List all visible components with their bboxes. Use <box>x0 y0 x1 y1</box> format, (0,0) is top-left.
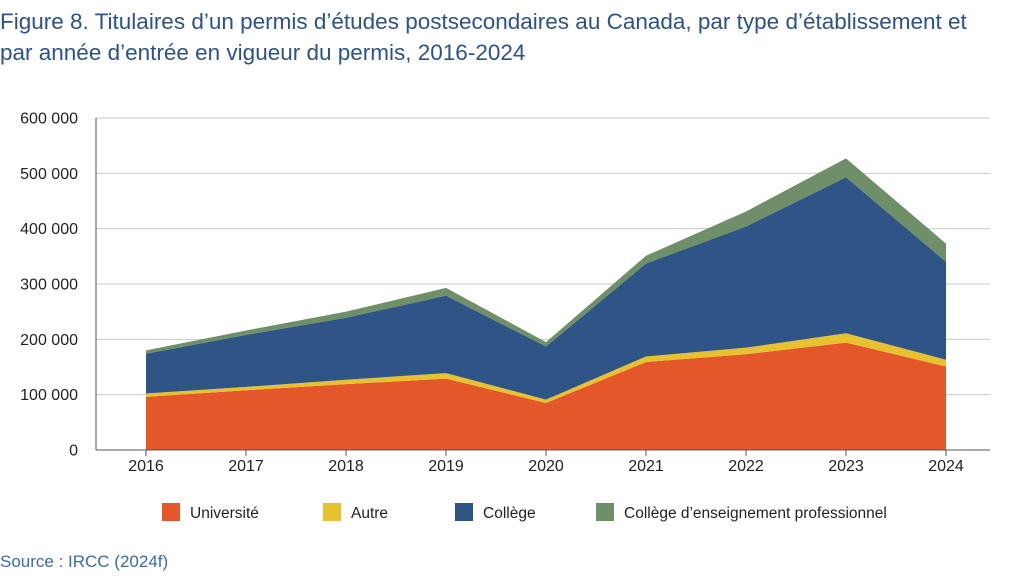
legend-label: Autre <box>351 505 388 522</box>
area-series-3 <box>146 177 946 400</box>
y-tick-label: 400 000 <box>20 221 78 238</box>
y-tick-label: 300 000 <box>20 277 78 294</box>
axes: 0 100 000 200 000 300 000 400 000 500 000 600 … <box>20 111 990 475</box>
y-tick-label: 600 000 <box>20 111 78 128</box>
area-series-4 <box>146 158 946 354</box>
legend-label: Collège <box>483 505 536 522</box>
legend-swatch <box>455 503 473 521</box>
legend: Université Autre Collège Collège d’enseigne… <box>162 503 887 522</box>
y-tick-label: 0 <box>69 443 78 460</box>
area-series-2 <box>146 333 946 403</box>
legend-label: Collège d’enseignement professionnel <box>624 505 887 522</box>
legend-swatch <box>162 503 180 521</box>
x-tick-label: 2017 <box>228 458 264 475</box>
x-tick-label: 2021 <box>628 458 664 475</box>
y-tick-label: 100 000 <box>20 387 78 404</box>
area-series-1 <box>146 342 946 450</box>
legend-label: Université <box>190 505 259 522</box>
legend-swatch <box>596 503 614 521</box>
x-tick-label: 2019 <box>428 458 464 475</box>
x-tick-label: 2018 <box>328 458 364 475</box>
x-tick-label: 2020 <box>528 458 564 475</box>
y-tick-label: 200 000 <box>20 332 78 349</box>
x-tick-label: 2023 <box>828 458 864 475</box>
source-note: Source : IRCC (2024f) <box>0 552 169 571</box>
area-series-group <box>146 158 946 450</box>
x-tick-label: 2024 <box>928 458 964 475</box>
x-tick-label: 2022 <box>728 458 764 475</box>
x-tick-label: 2016 <box>128 458 164 475</box>
chart-title: Figure 8. Titulaires d’un permis d’étude… <box>0 9 967 65</box>
legend-swatch <box>323 503 341 521</box>
y-tick-label: 500 000 <box>20 166 78 183</box>
stacked-area-chart: 0 100 000 200 000 300 000 400 000 500 000 600 … <box>20 111 990 522</box>
